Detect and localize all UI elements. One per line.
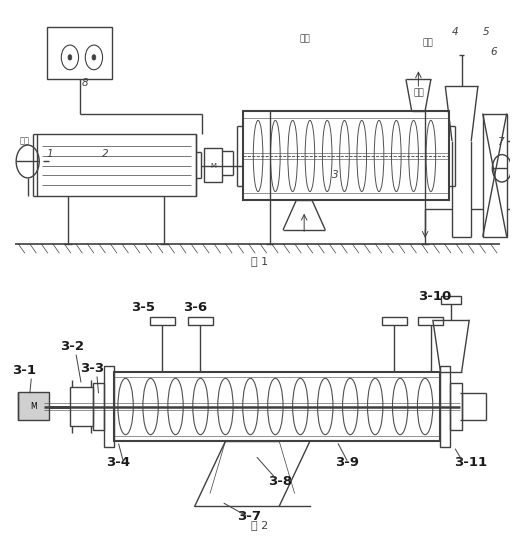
Text: 3-10: 3-10 [418, 291, 451, 304]
Text: 进土: 进土 [300, 34, 310, 43]
Text: 出土: 出土 [413, 89, 424, 98]
Bar [150, 317, 175, 325]
Bar [243, 111, 449, 200]
Text: 2: 2 [101, 150, 108, 159]
Text: 3-8: 3-8 [268, 475, 292, 488]
Text: 3-9: 3-9 [335, 456, 359, 469]
Bar [441, 296, 461, 304]
Text: 1: 1 [47, 150, 54, 159]
Text: 5: 5 [483, 28, 489, 37]
Bar [47, 27, 112, 79]
Text: M: M [210, 163, 216, 169]
Circle shape [92, 55, 96, 60]
Text: 3-4: 3-4 [107, 456, 131, 469]
Text: 图 1: 图 1 [252, 256, 268, 266]
Text: 3-7: 3-7 [237, 511, 261, 524]
Text: 空气: 空气 [20, 137, 30, 146]
Bar [105, 366, 114, 447]
Text: 3: 3 [332, 170, 339, 180]
Text: 3-3: 3-3 [81, 362, 105, 375]
Text: 6: 6 [490, 47, 497, 57]
Bar [204, 148, 222, 182]
Bar [93, 383, 105, 430]
Circle shape [68, 55, 72, 60]
Bar [70, 387, 93, 426]
Bar [440, 366, 450, 447]
Text: 4: 4 [452, 28, 459, 37]
Text: 3-1: 3-1 [12, 364, 36, 377]
Text: 3-2: 3-2 [60, 340, 84, 353]
Bar [419, 317, 444, 325]
Text: 尾气: 尾气 [423, 38, 433, 47]
Text: 3-5: 3-5 [131, 301, 155, 314]
Bar [450, 383, 462, 430]
Bar [114, 372, 440, 441]
Bar [382, 317, 407, 325]
Bar [18, 392, 49, 420]
Text: 图 2: 图 2 [251, 520, 269, 530]
Text: 3-6: 3-6 [183, 301, 207, 314]
Text: 7: 7 [497, 137, 504, 147]
Bar [483, 113, 506, 237]
Text: 8: 8 [82, 78, 88, 88]
Text: 3-11: 3-11 [454, 456, 487, 469]
Bar [37, 134, 196, 196]
Text: M: M [30, 402, 37, 411]
Bar [188, 317, 213, 325]
